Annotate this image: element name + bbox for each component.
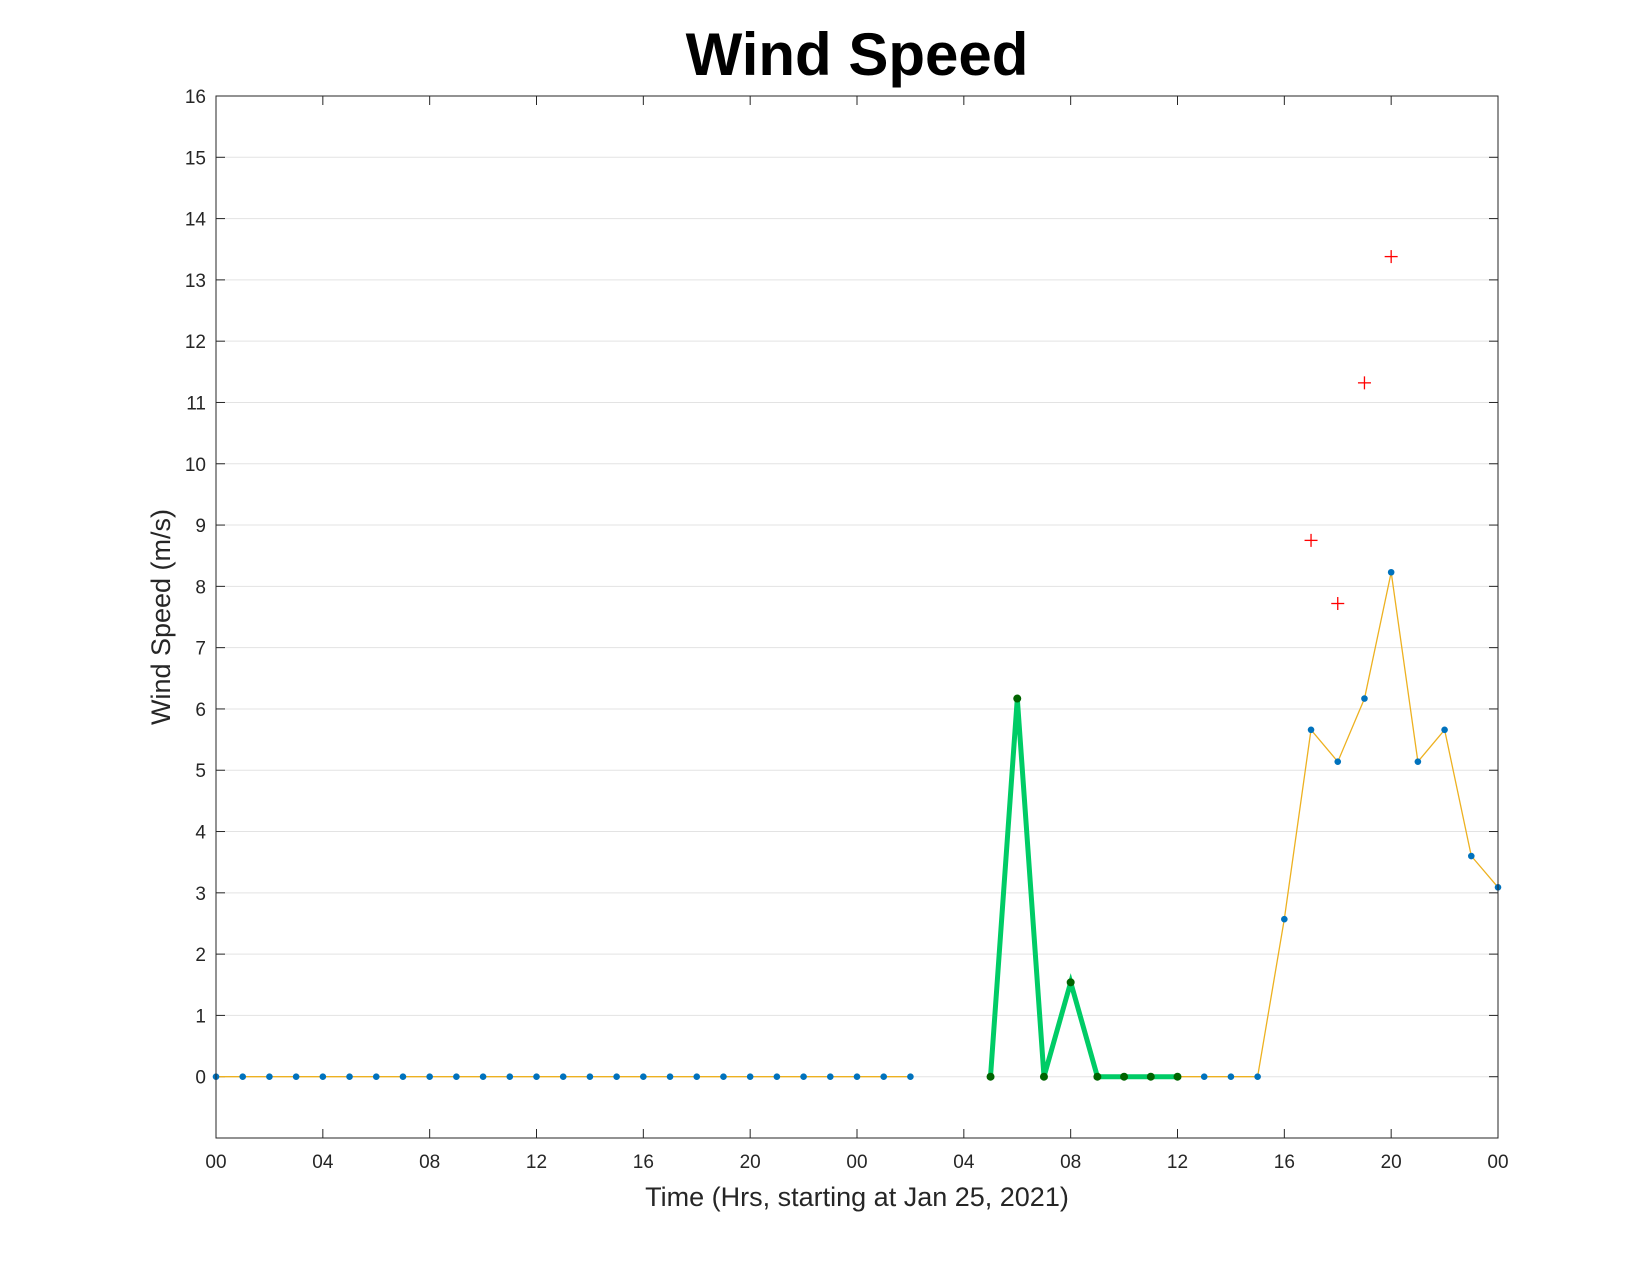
x-tick-label: 16: [1274, 1152, 1295, 1173]
x-tick-label: 20: [740, 1152, 761, 1173]
data-point: [853, 1073, 861, 1081]
x-tick-label: 12: [1167, 1152, 1188, 1173]
y-tick-label: 4: [195, 823, 206, 844]
gust-point: [1384, 250, 1398, 264]
y-tick-label: 12: [185, 332, 206, 353]
x-tick-label: 04: [312, 1152, 334, 1173]
data-point: [586, 1073, 594, 1081]
highlight-data-point: [1066, 978, 1075, 987]
y-tick-label: 11: [186, 393, 206, 414]
x-tick-label: 00: [1487, 1152, 1508, 1173]
y-tick-label: 10: [185, 455, 206, 476]
highlight-data-point: [1146, 1072, 1155, 1081]
highlight-data-point: [1093, 1072, 1102, 1081]
x-axis-label: Time (Hrs, starting at Jan 25, 2021): [645, 1182, 1069, 1212]
data-point: [1441, 726, 1448, 734]
highlight-data-point: [986, 1072, 995, 1081]
x-tick-label: 08: [1060, 1152, 1081, 1173]
x-tick-label: 16: [633, 1152, 654, 1173]
x-tick-label: 08: [419, 1152, 440, 1173]
data-point: [533, 1073, 540, 1081]
grid-lines: [216, 95, 1498, 1078]
highlight-data-point: [1013, 694, 1022, 703]
data-point: [666, 1073, 674, 1081]
data-point: [720, 1073, 727, 1081]
y-tick-label: 1: [195, 1006, 206, 1027]
chart-title: Wind Speed: [686, 21, 1029, 88]
data-point: [1281, 915, 1288, 923]
y-tick-label: 0: [195, 1068, 206, 1089]
data-point: [239, 1073, 247, 1081]
data-point: [693, 1073, 701, 1081]
x-tick-label: 00: [205, 1152, 226, 1173]
axes-box: [215, 95, 1499, 1139]
y-tick-label: 8: [195, 577, 206, 598]
y-tick-label: 15: [185, 148, 206, 169]
y-tick-label: 9: [195, 516, 206, 537]
data-point: [559, 1073, 567, 1081]
data-point: [399, 1073, 407, 1081]
data-point: [319, 1073, 327, 1081]
highlight-data-point: [1039, 1072, 1048, 1081]
plot-area: [216, 96, 1498, 1138]
highlight-data-point: [1120, 1072, 1129, 1081]
data-point: [346, 1073, 353, 1081]
gust-point: [1331, 597, 1345, 611]
gust-markers: [1304, 250, 1398, 611]
data-point: [1227, 1073, 1235, 1081]
x-tick-label: 12: [526, 1152, 547, 1173]
axis-ticks: [215, 95, 1499, 1138]
data-point: [880, 1073, 888, 1081]
data-point: [1254, 1073, 1261, 1081]
y-tick-label: 7: [195, 639, 206, 660]
data-point: [1387, 568, 1395, 576]
data-point: [613, 1073, 620, 1081]
data-point: [826, 1073, 834, 1081]
data-point: [506, 1073, 514, 1081]
data-point-markers: [212, 568, 1502, 1081]
gust-point: [1357, 376, 1371, 390]
x-tick-label: 20: [1381, 1152, 1402, 1173]
data-point: [640, 1073, 647, 1081]
data-point: [372, 1073, 380, 1081]
data-point: [292, 1073, 300, 1081]
data-point: [426, 1073, 433, 1081]
y-tick-label: 3: [195, 884, 206, 905]
data-point: [1361, 695, 1368, 702]
data-point: [1414, 758, 1422, 765]
y-axis-label: Wind Speed (m/s): [146, 509, 176, 725]
y-tick-label: 13: [185, 271, 206, 292]
data-point: [453, 1073, 460, 1081]
highlight-series-line: [988, 698, 1178, 1080]
gust-point: [1304, 533, 1318, 547]
data-point: [907, 1073, 914, 1081]
data-point: [1307, 726, 1315, 734]
x-tick-labels: 00 04 08 12 16 20 00 04 08 12 16 20 00: [205, 1152, 1508, 1173]
y-tick-label: 2: [195, 945, 206, 966]
data-point: [1200, 1073, 1208, 1081]
data-point: [746, 1073, 754, 1081]
data-point: [800, 1073, 807, 1081]
highlight-series-line: [988, 698, 1178, 1080]
data-point: [266, 1073, 273, 1081]
highlight-data-point: [1173, 1072, 1182, 1081]
x-tick-label: 04: [953, 1152, 975, 1173]
y-tick-label: 5: [195, 761, 206, 782]
data-point: [1467, 852, 1475, 860]
data-point: [479, 1073, 487, 1081]
y-tick-label: 14: [185, 210, 207, 231]
x-tick-label: 00: [846, 1152, 867, 1173]
data-point: [1334, 758, 1342, 765]
data-point: [773, 1073, 781, 1081]
y-tick-label: 6: [195, 700, 206, 721]
y-tick-label: 16: [185, 87, 206, 108]
